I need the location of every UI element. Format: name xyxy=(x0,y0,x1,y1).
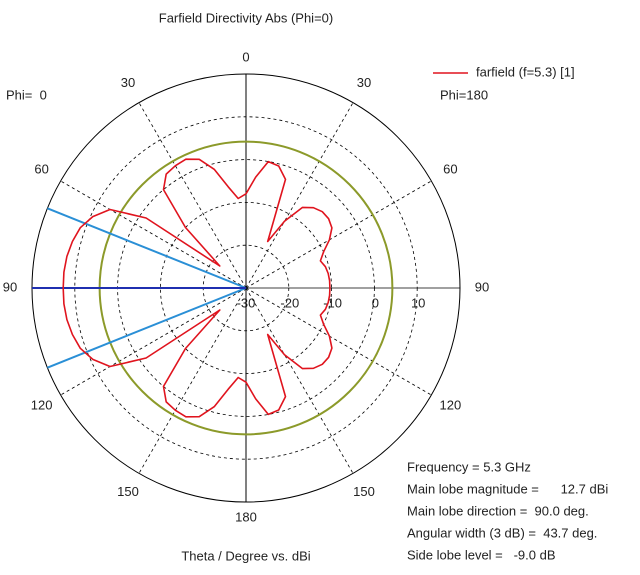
beam-width-line xyxy=(47,287,247,369)
left-label: Phi= 0 xyxy=(6,87,47,102)
r-tick-label: -20 xyxy=(280,295,299,310)
r-tick-label: 0 xyxy=(372,295,379,310)
angle-tick-label: 120 xyxy=(440,397,462,412)
info-line: Main lobe direction = 90.0 deg. xyxy=(407,503,589,518)
info-line: Angular width (3 dB) = 43.7 deg. xyxy=(407,525,597,540)
info-line: Main lobe magnitude = 12.7 dBi xyxy=(407,481,608,496)
angle-tick-label: 30 xyxy=(357,75,371,90)
pattern-line xyxy=(62,158,333,418)
angle-tick-label: 90 xyxy=(3,279,17,294)
info-line: Frequency = 5.3 GHz xyxy=(407,459,531,474)
angle-tick-label: 60 xyxy=(443,161,457,176)
angle-tick-label: 180 xyxy=(235,509,257,524)
beam-width-line xyxy=(47,207,247,289)
r-tick-label: 10 xyxy=(411,295,425,310)
angle-tick-label: 0 xyxy=(242,49,249,64)
info-line: Side lobe level = -9.0 dB xyxy=(407,547,556,562)
angle-tick-label: 60 xyxy=(34,161,48,176)
right-label: Phi=180 xyxy=(440,87,488,102)
angle-tick-label: 30 xyxy=(121,75,135,90)
r-tick-label: -10 xyxy=(323,295,342,310)
angle-tick-label: 120 xyxy=(31,397,53,412)
angle-tick-label: 150 xyxy=(117,484,139,499)
angle-tick-label: 90 xyxy=(475,279,489,294)
x-axis-label: Theta / Degree vs. dBi xyxy=(181,548,310,563)
angle-tick-label: 150 xyxy=(353,484,375,499)
legend-label: farfield (f=5.3) [1] xyxy=(476,64,575,79)
chart-title: Farfield Directivity Abs (Phi=0) xyxy=(159,10,333,25)
